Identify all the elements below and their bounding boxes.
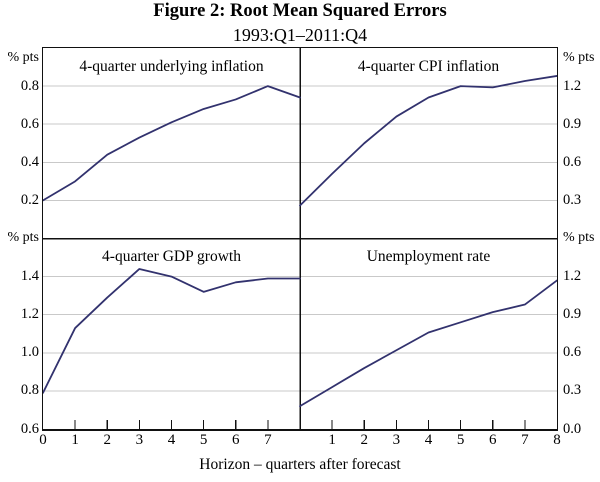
y-axis-unit-top-left: % pts — [7, 50, 40, 65]
y-tick-label: 0.3 — [563, 382, 582, 399]
y-tick-label: 1.2 — [563, 77, 582, 94]
y-tick-label: 0.8 — [20, 382, 39, 399]
x-tick-label: 4 — [167, 432, 176, 448]
panel-title-cpi-inflation: 4-quarter CPI inflation — [357, 58, 500, 75]
x-tick-label: 5 — [199, 432, 208, 448]
line-chart-canvas — [43, 48, 557, 429]
x-axis-title: Horizon – quarters after forecast — [199, 456, 401, 473]
y-tick-label: 0.6 — [20, 115, 39, 132]
y-tick-label: 0.9 — [563, 306, 582, 323]
x-tick-label: 5 — [456, 432, 465, 448]
y-tick-label: 0.6 — [20, 420, 39, 437]
y-tick-label: 0.3 — [563, 191, 582, 208]
x-tick-label: 0 — [39, 432, 47, 448]
y-tick-label: 1.2 — [563, 268, 582, 285]
x-tick-label: 3 — [135, 432, 144, 448]
panel-title-unemployment-rate: Unemployment rate — [366, 248, 491, 265]
panel-title-underlying-inflation: 4-quarter underlying inflation — [79, 58, 264, 75]
x-tick-label: 7 — [521, 432, 529, 448]
y-tick-label: 1.4 — [20, 268, 39, 285]
y-tick-label: 1.0 — [20, 344, 39, 361]
x-tick-label: 4 — [424, 432, 433, 448]
y-axis-unit-bottom-left: % pts — [7, 230, 40, 245]
y-tick-label: 1.2 — [20, 306, 39, 323]
x-tick-label: 6 — [489, 432, 497, 448]
x-tick-label: 8 — [553, 432, 561, 448]
x-tick-label: 7 — [264, 432, 272, 448]
y-axis-unit-bottom-right: % pts — [563, 230, 595, 245]
y-tick-label: 0.8 — [20, 77, 39, 94]
y-tick-label: 0.9 — [563, 115, 582, 132]
x-tick-label: 2 — [360, 432, 369, 448]
x-tick-label: 1 — [71, 432, 79, 448]
y-tick-label: 0.0 — [563, 420, 582, 437]
y-tick-label: 0.6 — [563, 153, 582, 170]
figure-subtitle: 1993:Q1–2011:Q4 — [232, 25, 368, 45]
x-tick-label: 6 — [232, 432, 240, 448]
panel-title-gdp-growth: 4-quarter GDP growth — [102, 248, 241, 265]
x-tick-label: 2 — [103, 432, 112, 448]
y-axis-unit-top-right: % pts — [563, 50, 595, 65]
chart-plot-area — [42, 47, 558, 431]
x-tick-label: 1 — [328, 432, 336, 448]
y-tick-label: 0.6 — [563, 344, 582, 361]
y-tick-label: 0.2 — [20, 191, 39, 208]
x-tick-label: 3 — [392, 432, 401, 448]
figure-title: Figure 2: Root Mean Squared Errors — [153, 1, 447, 21]
y-tick-label: 0.4 — [20, 153, 39, 170]
